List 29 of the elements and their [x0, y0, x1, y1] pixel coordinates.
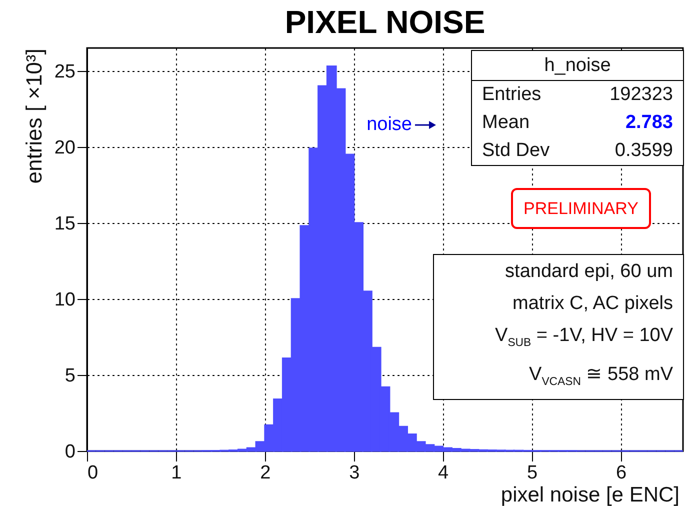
annotation: matrix C, AC pixels — [512, 292, 674, 316]
annotation: V$_{SUB}$ = -1V, HV = 10V — [494, 324, 674, 351]
y-tick-label: 10 — [54, 289, 76, 310]
annotation: noise — [366, 114, 412, 136]
chart-title: PIXEL NOISE — [284, 4, 486, 40]
x-tick-label: 6 — [616, 462, 627, 484]
y-tick-label: 20 — [54, 137, 76, 158]
y-tick-label: 25 — [54, 61, 76, 82]
y-tick-label: 15 — [54, 213, 76, 234]
x-tick-label: 0 — [88, 462, 98, 484]
stamp-box: PRELIMINARY — [511, 188, 651, 229]
x-tick-label: 1 — [171, 462, 182, 484]
y-tick-label: 5 — [64, 365, 76, 386]
x-tick-label: 5 — [526, 462, 538, 484]
y-axis-title: entries [ ×10³] — [21, 48, 46, 184]
x-tick-label: 4 — [438, 462, 450, 484]
annotation: Std Dev — [482, 139, 550, 163]
x-tick-label: 3 — [349, 462, 360, 484]
x-tick-label: 2 — [260, 462, 271, 484]
annotation: standard epi, 60 um — [504, 260, 674, 284]
annotation: V$_{VCASN}$ ≅ 558 mV — [528, 362, 674, 390]
annotation: 2.783 — [625, 111, 673, 135]
x-axis-title: pixel noise [e ENC] — [500, 484, 680, 506]
annotation: 0.3599 — [614, 139, 673, 163]
y-tick-label: 0 — [64, 442, 76, 462]
annotation: Mean — [482, 111, 530, 135]
annotation: h_noise — [472, 51, 683, 81]
annotation: 192323 — [610, 83, 673, 107]
annotation: Entries — [482, 83, 542, 107]
